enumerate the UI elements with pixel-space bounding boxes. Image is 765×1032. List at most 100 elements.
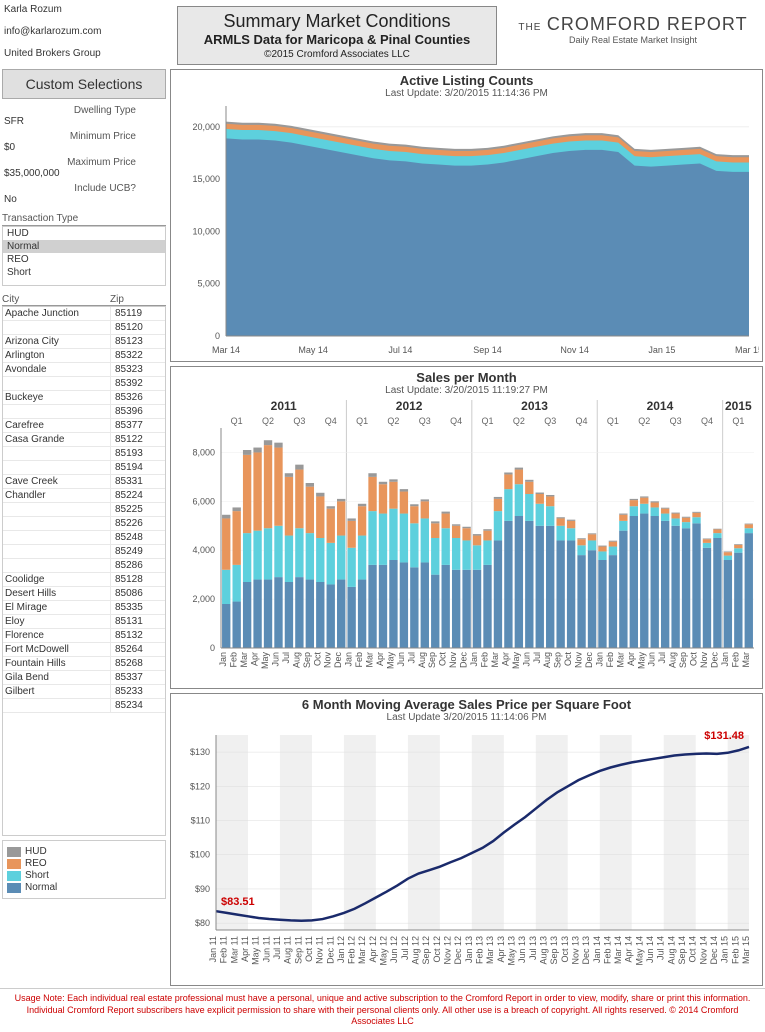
city-zip-row[interactable]: Carefree85377 [3, 419, 165, 433]
city-zip-table[interactable]: Apache Junction8511985120Arizona City851… [2, 306, 166, 836]
city-zip-row[interactable]: Arlington85322 [3, 349, 165, 363]
transaction-type-item[interactable]: REO [3, 253, 165, 266]
legend-item: REO [7, 858, 161, 869]
svg-text:Aug: Aug [542, 652, 552, 668]
svg-text:$90: $90 [195, 884, 210, 894]
city-zip-row[interactable]: 85225 [3, 503, 165, 517]
city-zip-row[interactable]: El Mirage85335 [3, 601, 165, 615]
city-zip-row[interactable]: 85234 [3, 699, 165, 713]
svg-text:Aug 11: Aug 11 [283, 936, 293, 964]
svg-text:Nov 13: Nov 13 [570, 936, 580, 965]
svg-text:2012: 2012 [396, 399, 423, 413]
svg-text:Oct 11: Oct 11 [304, 936, 314, 962]
svg-text:20,000: 20,000 [192, 122, 220, 132]
city-zip-row[interactable]: 85249 [3, 545, 165, 559]
svg-text:Dec 11: Dec 11 [325, 936, 335, 964]
svg-text:Dec: Dec [459, 652, 469, 669]
svg-text:Jul 14: Jul 14 [388, 345, 412, 355]
svg-text:Jan: Jan [720, 652, 730, 667]
svg-text:Apr: Apr [626, 652, 636, 666]
svg-text:Oct 12: Oct 12 [432, 936, 442, 963]
selection-label: Minimum Price [2, 131, 166, 142]
svg-text:Q3: Q3 [544, 416, 556, 426]
svg-text:2014: 2014 [647, 399, 674, 413]
svg-text:Jul 11: Jul 11 [272, 936, 282, 959]
svg-text:May: May [636, 652, 646, 670]
legend-item: HUD [7, 846, 161, 857]
transaction-type-list[interactable]: HUDNormalREOShort [2, 226, 166, 286]
city-zip-row[interactable]: Fort McDowell85264 [3, 643, 165, 657]
city-zip-row[interactable]: Gila Bend85337 [3, 671, 165, 685]
selection-label: Maximum Price [2, 157, 166, 168]
svg-text:Oct: Oct [312, 652, 322, 667]
svg-text:Jul 14: Jul 14 [656, 936, 666, 960]
transaction-type-item[interactable]: Normal [3, 240, 165, 253]
svg-text:2013: 2013 [521, 399, 548, 413]
svg-text:Mar 15: Mar 15 [735, 345, 759, 355]
svg-text:Aug 12: Aug 12 [411, 936, 421, 965]
svg-text:Aug 14: Aug 14 [666, 936, 676, 965]
svg-text:Apr 14: Apr 14 [624, 936, 634, 963]
svg-text:10,000: 10,000 [192, 226, 220, 236]
svg-text:Apr: Apr [500, 652, 510, 666]
svg-text:2015: 2015 [725, 399, 752, 413]
svg-text:Jul 12: Jul 12 [400, 936, 410, 960]
city-zip-row[interactable]: 85248 [3, 531, 165, 545]
svg-text:Feb: Feb [229, 652, 239, 668]
svg-text:Oct: Oct [563, 652, 573, 667]
svg-text:Apr 11: Apr 11 [240, 936, 250, 962]
city-zip-row[interactable]: 85120 [3, 321, 165, 335]
svg-text:Aug: Aug [417, 652, 427, 668]
transaction-type-item[interactable]: HUD [3, 227, 165, 240]
city-zip-row[interactable]: 85396 [3, 405, 165, 419]
transaction-type-label: Transaction Type [2, 213, 166, 226]
svg-text:Nov: Nov [699, 652, 709, 669]
col-city: City [2, 294, 110, 305]
svg-text:$80: $80 [195, 918, 210, 928]
city-zip-row[interactable]: Avondale85323 [3, 363, 165, 377]
city-zip-row[interactable]: Florence85132 [3, 629, 165, 643]
col-zip: Zip [110, 294, 124, 305]
city-zip-row[interactable]: 85226 [3, 517, 165, 531]
svg-text:Sep: Sep [553, 652, 563, 668]
svg-text:Nov 14: Nov 14 [698, 936, 708, 965]
svg-text:May 12: May 12 [379, 936, 389, 966]
svg-text:Sep: Sep [427, 652, 437, 668]
svg-text:Q3: Q3 [670, 416, 682, 426]
city-zip-row[interactable]: Buckeye85326 [3, 391, 165, 405]
svg-text:Oct 14: Oct 14 [688, 936, 698, 963]
svg-text:Q1: Q1 [732, 416, 744, 426]
svg-text:Feb: Feb [605, 652, 615, 668]
svg-text:Q1: Q1 [356, 416, 368, 426]
svg-text:Mar: Mar [490, 652, 500, 668]
city-zip-row[interactable]: 85392 [3, 377, 165, 391]
city-zip-row[interactable]: Eloy85131 [3, 615, 165, 629]
city-zip-row[interactable]: 85286 [3, 559, 165, 573]
svg-text:May 14: May 14 [298, 345, 328, 355]
city-zip-row[interactable]: Cave Creek85331 [3, 475, 165, 489]
city-zip-row[interactable]: Fountain Hills85268 [3, 657, 165, 671]
city-zip-row[interactable]: 85194 [3, 461, 165, 475]
city-zip-row[interactable]: Gilbert85233 [3, 685, 165, 699]
svg-text:Sep 13: Sep 13 [549, 936, 559, 965]
transaction-type-item[interactable]: Short [3, 266, 165, 279]
city-zip-row[interactable]: Desert Hills85086 [3, 587, 165, 601]
svg-text:May: May [511, 652, 521, 670]
svg-text:Q2: Q2 [513, 416, 525, 426]
city-zip-row[interactable]: Coolidge85128 [3, 573, 165, 587]
selection-value: No [2, 194, 166, 205]
svg-text:Feb: Feb [730, 652, 740, 668]
city-zip-row[interactable]: Apache Junction85119 [3, 307, 165, 321]
svg-text:Nov 12: Nov 12 [443, 936, 453, 965]
city-zip-row[interactable]: Casa Grande85122 [3, 433, 165, 447]
svg-text:Q2: Q2 [638, 416, 650, 426]
svg-text:Q3: Q3 [293, 416, 305, 426]
svg-text:Q3: Q3 [419, 416, 431, 426]
city-zip-row[interactable]: Arizona City85123 [3, 335, 165, 349]
city-zip-row[interactable]: Chandler85224 [3, 489, 165, 503]
city-zip-row[interactable]: 85193 [3, 447, 165, 461]
svg-text:Q2: Q2 [262, 416, 274, 426]
brand-logo: THE CROMFORD REPORT Daily Real Estate Ma… [505, 2, 761, 45]
svg-text:Jan 11: Jan 11 [208, 936, 218, 962]
custom-selections-header: Custom Selections [2, 69, 166, 99]
